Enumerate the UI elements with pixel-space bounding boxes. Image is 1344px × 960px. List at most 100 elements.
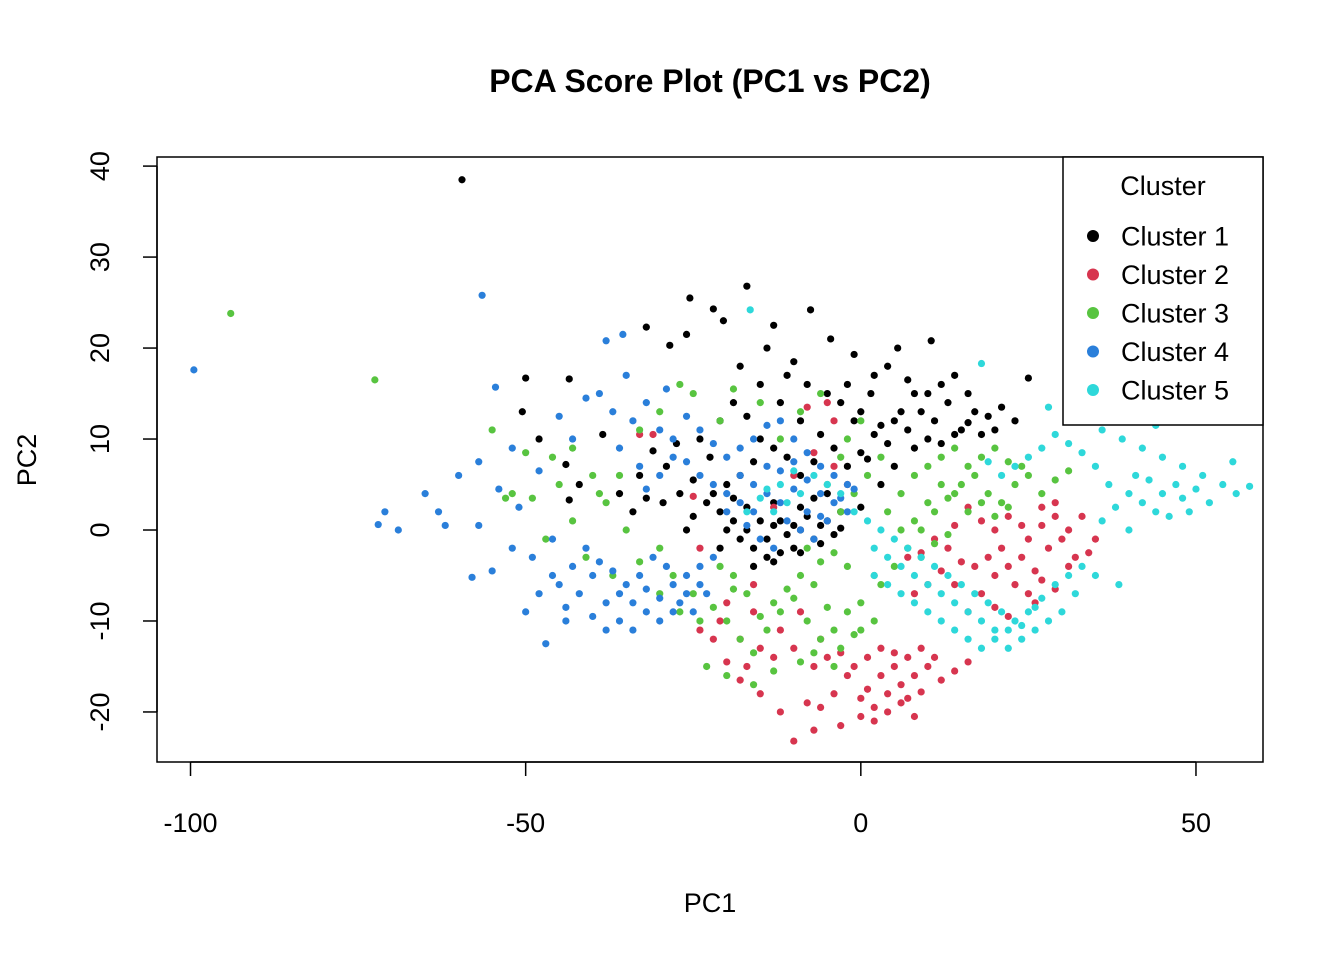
data-point	[723, 480, 731, 489]
data-point	[776, 549, 784, 557]
data-point	[1031, 603, 1039, 611]
data-point	[817, 558, 825, 566]
data-point	[783, 499, 791, 507]
data-point	[884, 362, 892, 370]
data-point	[709, 480, 717, 489]
data-point	[602, 337, 610, 345]
data-point	[602, 599, 610, 607]
data-point	[1065, 467, 1073, 475]
data-point	[910, 517, 919, 525]
data-point	[810, 649, 818, 657]
data-point	[555, 480, 563, 489]
data-point	[770, 599, 778, 607]
data-point	[1125, 526, 1133, 534]
data-point	[1011, 480, 1019, 489]
data-point	[1219, 480, 1227, 489]
data-point	[857, 449, 865, 457]
data-point	[803, 403, 811, 411]
data-point	[803, 617, 811, 625]
data-point	[776, 608, 784, 616]
plot-frame	[156, 156, 1264, 763]
data-point	[491, 383, 500, 391]
data-point	[756, 517, 764, 525]
data-point	[1205, 499, 1213, 507]
y-tick-label: 0	[85, 522, 115, 537]
data-point	[951, 444, 959, 452]
data-point	[609, 408, 617, 416]
y-tick-label: -20	[85, 692, 115, 731]
data-point	[1038, 490, 1046, 498]
data-point	[830, 444, 838, 452]
data-point	[964, 508, 972, 516]
data-point	[1132, 471, 1140, 480]
data-point	[548, 453, 557, 461]
data-point	[890, 649, 898, 657]
data-point	[810, 458, 818, 466]
data-point	[837, 524, 845, 532]
data-point	[682, 412, 691, 420]
legend-label: Cluster 1	[1121, 222, 1229, 252]
data-point	[884, 708, 892, 716]
data-point	[803, 699, 811, 707]
data-point	[595, 558, 604, 566]
y-tick-label: 30	[85, 242, 115, 272]
data-point	[1031, 626, 1039, 634]
x-axis-label: PC1	[684, 888, 737, 918]
data-point	[1011, 462, 1019, 470]
data-point	[924, 389, 932, 398]
data-point	[910, 444, 919, 452]
data-point	[850, 485, 858, 493]
data-point	[636, 426, 644, 434]
data-point	[877, 421, 885, 429]
data-point	[682, 571, 691, 580]
data-point	[589, 471, 597, 480]
data-point	[575, 480, 583, 489]
data-point	[857, 712, 865, 721]
data-point	[810, 471, 818, 480]
data-point	[706, 453, 714, 461]
data-point	[910, 590, 919, 598]
data-point	[1051, 430, 1059, 439]
data-point	[1065, 439, 1073, 448]
data-point	[951, 430, 959, 439]
data-point	[770, 667, 778, 675]
data-point	[669, 580, 677, 589]
data-point	[776, 467, 784, 475]
data-point	[763, 553, 771, 561]
data-point	[1004, 512, 1012, 520]
data-point	[749, 544, 758, 552]
data-point	[582, 553, 590, 561]
data-point	[977, 359, 986, 368]
data-point	[957, 426, 965, 434]
data-point	[1038, 521, 1046, 530]
x-tick-label: 0	[853, 808, 868, 838]
data-point	[709, 305, 717, 313]
data-point	[810, 580, 818, 589]
data-point	[857, 417, 865, 425]
data-point	[381, 508, 389, 516]
data-point	[817, 703, 825, 712]
data-point	[595, 490, 604, 498]
data-point	[790, 644, 798, 652]
data-point	[1078, 449, 1086, 457]
x-tick-label: -50	[506, 808, 545, 838]
data-point	[927, 337, 935, 345]
data-point	[803, 544, 811, 552]
data-point	[863, 471, 872, 480]
data-point	[582, 544, 590, 552]
data-point	[964, 419, 972, 427]
y-tick-label: 20	[85, 333, 115, 363]
data-point	[937, 453, 945, 461]
data-point	[703, 662, 711, 671]
data-point	[977, 499, 986, 507]
data-point	[1004, 562, 1012, 571]
data-point	[857, 694, 865, 702]
data-point	[749, 608, 758, 616]
data-point	[1105, 480, 1113, 489]
data-point	[984, 412, 992, 420]
data-point	[1065, 526, 1073, 534]
data-point	[964, 462, 972, 470]
data-point	[629, 626, 637, 634]
data-point	[890, 562, 898, 571]
data-point	[897, 590, 905, 598]
